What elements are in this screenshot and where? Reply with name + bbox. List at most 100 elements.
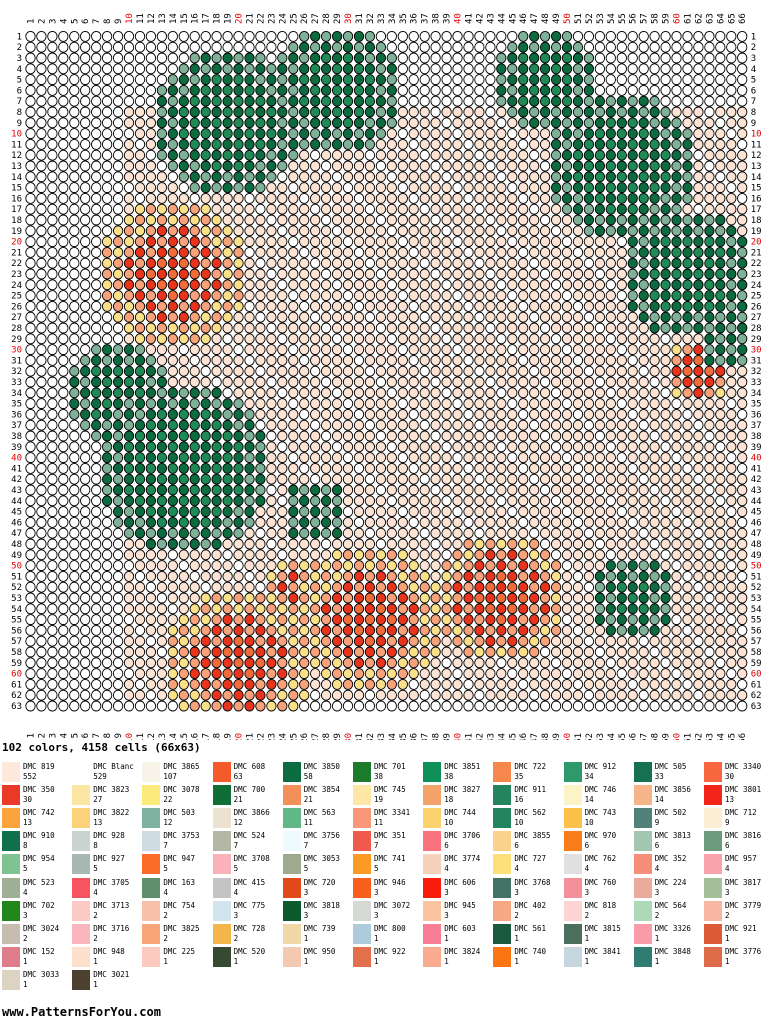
bead-cell[interactable]	[507, 74, 518, 86]
bead-cell[interactable]	[649, 678, 660, 690]
bead-cell[interactable]	[200, 635, 211, 647]
bead-cell[interactable]	[134, 246, 146, 258]
bead-cell[interactable]	[594, 322, 606, 334]
bead-cell[interactable]	[550, 581, 562, 593]
bead-cell[interactable]	[616, 236, 627, 248]
bead-cell[interactable]	[123, 138, 135, 150]
bead-cell[interactable]	[69, 473, 80, 485]
bead-cell[interactable]	[299, 462, 310, 474]
bead-cell[interactable]	[693, 203, 704, 215]
bead-cell[interactable]	[91, 592, 102, 604]
bead-cell[interactable]	[452, 182, 463, 194]
bead-cell[interactable]	[36, 398, 47, 410]
bead-cell[interactable]	[638, 408, 649, 420]
bead-cell[interactable]	[441, 495, 452, 507]
bead-cell[interactable]	[386, 41, 397, 53]
bead-cell[interactable]	[507, 635, 518, 647]
bead-cell[interactable]	[474, 117, 485, 129]
bead-cell[interactable]	[572, 84, 584, 96]
bead-cell[interactable]	[737, 506, 748, 518]
bead-cell[interactable]	[331, 506, 343, 518]
bead-cell[interactable]	[353, 311, 365, 323]
bead-cell[interactable]	[518, 354, 529, 366]
bead-cell[interactable]	[145, 365, 157, 377]
bead-cell[interactable]	[101, 84, 113, 96]
bead-cell[interactable]	[539, 333, 551, 345]
bead-cell[interactable]	[671, 646, 682, 658]
bead-cell[interactable]	[726, 441, 737, 453]
bead-cell[interactable]	[277, 333, 288, 345]
bead-cell[interactable]	[550, 560, 562, 572]
bead-cell[interactable]	[342, 322, 354, 334]
bead-cell[interactable]	[485, 74, 496, 86]
bead-cell[interactable]	[123, 560, 135, 572]
bead-cell[interactable]	[310, 581, 321, 593]
bead-cell[interactable]	[167, 236, 178, 248]
bead-cell[interactable]	[715, 257, 726, 269]
bead-cell[interactable]	[145, 225, 157, 237]
bead-cell[interactable]	[101, 30, 113, 42]
bead-cell[interactable]	[638, 560, 649, 572]
bead-cell[interactable]	[572, 30, 584, 42]
bead-cell[interactable]	[682, 473, 693, 485]
bead-cell[interactable]	[485, 516, 496, 528]
bead-cell[interactable]	[342, 160, 354, 172]
bead-cell[interactable]	[91, 398, 102, 410]
bead-cell[interactable]	[496, 214, 507, 226]
bead-cell[interactable]	[550, 149, 562, 161]
bead-cell[interactable]	[47, 322, 58, 334]
bead-cell[interactable]	[638, 430, 649, 442]
bead-cell[interactable]	[430, 398, 441, 410]
bead-cell[interactable]	[693, 300, 704, 312]
bead-cell[interactable]	[594, 84, 606, 96]
bead-cell[interactable]	[408, 344, 419, 356]
bead-cell[interactable]	[342, 624, 354, 636]
bead-cell[interactable]	[91, 138, 102, 150]
bead-cell[interactable]	[200, 462, 211, 474]
bead-cell[interactable]	[627, 570, 638, 582]
bead-cell[interactable]	[715, 354, 726, 366]
bead-cell[interactable]	[408, 236, 419, 248]
bead-cell[interactable]	[496, 419, 507, 431]
bead-cell[interactable]	[605, 452, 616, 464]
bead-cell[interactable]	[320, 441, 332, 453]
bead-cell[interactable]	[737, 333, 748, 345]
bead-cell[interactable]	[331, 95, 343, 107]
bead-cell[interactable]	[353, 344, 365, 356]
bead-cell[interactable]	[331, 635, 343, 647]
bead-cell[interactable]	[134, 700, 146, 712]
bead-cell[interactable]	[474, 257, 485, 269]
bead-cell[interactable]	[715, 398, 726, 410]
bead-cell[interactable]	[222, 182, 233, 194]
bead-cell[interactable]	[737, 473, 748, 485]
bead-cell[interactable]	[441, 646, 452, 658]
bead-cell[interactable]	[266, 63, 277, 75]
bead-cell[interactable]	[375, 192, 387, 204]
bead-cell[interactable]	[594, 149, 606, 161]
bead-cell[interactable]	[266, 257, 277, 269]
bead-cell[interactable]	[419, 495, 430, 507]
bead-cell[interactable]	[605, 106, 616, 118]
bead-cell[interactable]	[134, 408, 146, 420]
bead-cell[interactable]	[583, 106, 595, 118]
bead-cell[interactable]	[550, 41, 562, 53]
bead-cell[interactable]	[507, 95, 518, 107]
bead-cell[interactable]	[605, 95, 616, 107]
bead-cell[interactable]	[200, 192, 211, 204]
bead-cell[interactable]	[200, 419, 211, 431]
bead-cell[interactable]	[671, 624, 682, 636]
bead-cell[interactable]	[452, 624, 463, 636]
bead-cell[interactable]	[47, 473, 58, 485]
bead-cell[interactable]	[222, 95, 233, 107]
bead-cell[interactable]	[550, 689, 562, 701]
bead-cell[interactable]	[507, 441, 518, 453]
bead-cell[interactable]	[671, 160, 682, 172]
bead-cell[interactable]	[167, 41, 178, 53]
bead-cell[interactable]	[518, 257, 529, 269]
bead-cell[interactable]	[539, 506, 551, 518]
bead-cell[interactable]	[408, 678, 419, 690]
bead-cell[interactable]	[310, 441, 321, 453]
bead-cell[interactable]	[255, 192, 266, 204]
bead-cell[interactable]	[715, 41, 726, 53]
bead-cell[interactable]	[277, 171, 288, 183]
